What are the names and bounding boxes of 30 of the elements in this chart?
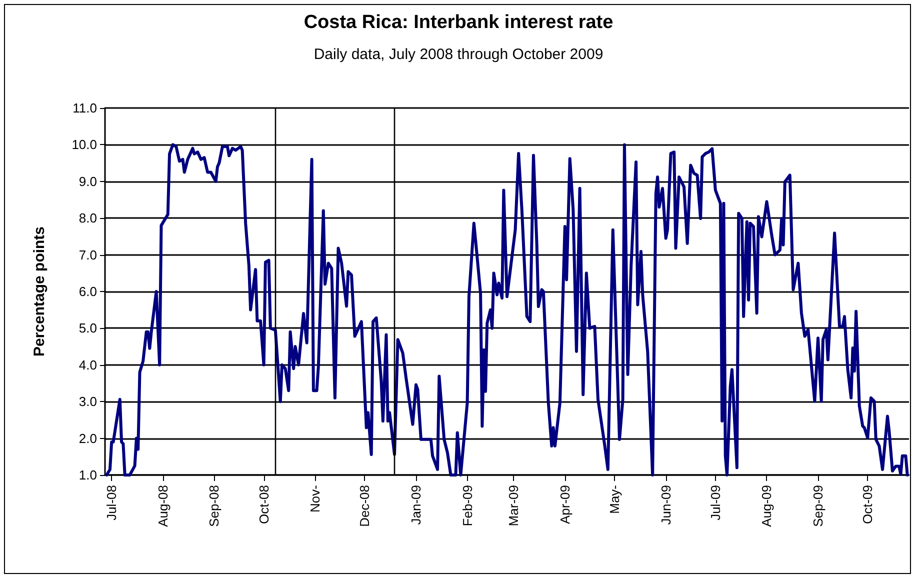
y-tick-label: 8.0 bbox=[78, 210, 97, 226]
x-tick-label: Sep-09 bbox=[810, 485, 826, 527]
y-tick-label: 11.0 bbox=[72, 100, 97, 116]
y-tick-label: 6.0 bbox=[78, 284, 97, 299]
x-tick-label: Sep-08 bbox=[206, 485, 222, 527]
x-tick-label: Oct-08 bbox=[256, 485, 272, 524]
y-tick-label: 10.0 bbox=[72, 137, 97, 152]
x-tick-label: Jul-08 bbox=[104, 485, 120, 520]
x-tick-label: Nov- bbox=[308, 485, 323, 512]
y-tick-label: 4.0 bbox=[78, 357, 97, 372]
chart-subtitle: Daily data, July 2008 through October 2009 bbox=[314, 46, 604, 63]
x-tick-label: Jan-09 bbox=[408, 485, 424, 525]
x-tick-label: Apr-09 bbox=[557, 485, 572, 524]
y-tick-label: 9.0 bbox=[78, 174, 97, 189]
x-tick-label: Oct-09 bbox=[860, 485, 876, 524]
x-tick-label: Mar-09 bbox=[506, 485, 522, 526]
x-tick-label: Aug-08 bbox=[155, 485, 170, 527]
x-tick-label: Jul-09 bbox=[708, 485, 723, 520]
x-tick-label: Feb-09 bbox=[460, 485, 475, 526]
y-axis-title: Percentage points bbox=[31, 226, 48, 357]
x-tick-label: Jun-09 bbox=[658, 485, 674, 525]
x-tick-label: Dec-08 bbox=[357, 485, 372, 527]
y-tick-label: 7.0 bbox=[78, 247, 97, 262]
y-tick-label: 1.0 bbox=[78, 468, 97, 482]
y-tick-label: 2.0 bbox=[78, 430, 97, 446]
x-tick-label: Aug-09 bbox=[759, 485, 774, 527]
chart-title: Costa Rica: Interbank interest rate bbox=[304, 12, 614, 33]
y-tick-label: 3.0 bbox=[78, 394, 97, 410]
x-tick-label: May- bbox=[607, 485, 622, 514]
y-tick-label: 5.0 bbox=[78, 320, 97, 336]
